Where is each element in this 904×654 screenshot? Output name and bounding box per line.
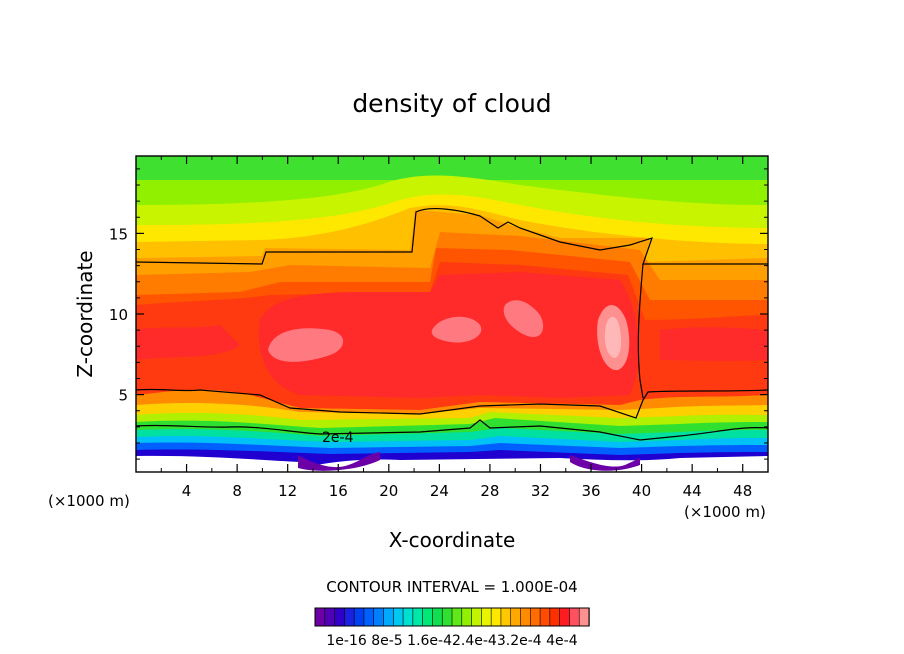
colorbar-swatch <box>481 607 492 627</box>
colorbar-swatch <box>500 607 512 627</box>
x-tick-label: 8 <box>232 482 242 500</box>
colorbar-swatch <box>578 607 590 627</box>
y-tick-label: 10 <box>109 306 128 324</box>
y-tick-label: 15 <box>109 225 128 243</box>
colorbar-swatch <box>510 607 522 627</box>
colorbar <box>314 607 590 627</box>
x-tick-label: 28 <box>480 482 499 500</box>
colorbar-swatch <box>559 607 571 627</box>
colorbar-swatch <box>353 607 365 627</box>
x-tick-label: 4 <box>182 482 192 500</box>
colorbar-swatch <box>451 607 463 627</box>
colorbar-swatch <box>441 607 453 627</box>
colorbar-swatch <box>383 607 394 627</box>
colorbar-swatch <box>539 607 551 627</box>
colorbar-swatch <box>549 607 561 627</box>
x-tick-label: 24 <box>430 482 449 500</box>
colorbar-swatch <box>402 607 414 627</box>
pink-maximum-3 <box>503 300 544 338</box>
colorbar-swatch <box>461 607 473 627</box>
colorbar-swatch <box>314 607 326 627</box>
contour-interval-text: CONTOUR INTERVAL = 1.000E-04 <box>326 578 577 596</box>
x-axis-ticks: 4 8 12 16 20 24 28 32 36 40 44 48 <box>160 156 752 500</box>
x-unit-label-right: (×1000 m) <box>684 503 766 521</box>
x-tick-label: 36 <box>581 482 600 500</box>
x-tick-label: 48 <box>733 482 752 500</box>
contour-line-label: 2e-4 <box>322 430 354 446</box>
colorbar-swatch <box>432 607 443 627</box>
contour-line-2e-4 <box>136 419 768 441</box>
purple-patch-2 <box>570 455 640 471</box>
colorbar-frame <box>314 607 590 627</box>
x-unit-label-left: (×1000 m) <box>48 492 130 510</box>
purple-patch-1 <box>298 452 380 471</box>
band-lower-red-right <box>660 327 768 361</box>
density-field <box>136 156 768 472</box>
band-low-purple <box>136 455 300 472</box>
x-axis-label: X-coordinate <box>389 528 516 552</box>
colorbar-swatch <box>529 607 541 627</box>
contour-line-right-edge <box>637 263 644 399</box>
x-tick-label: 40 <box>632 482 651 500</box>
colorbar-swatch <box>520 607 531 627</box>
x-tick-label: 16 <box>329 482 348 500</box>
pink-core-4 <box>604 316 622 358</box>
colorbar-swatch <box>344 607 355 627</box>
contour-line-upper <box>136 207 768 265</box>
colorbar-swatch <box>569 607 580 627</box>
band-lower-red <box>136 325 240 360</box>
colorbar-swatch <box>422 607 434 627</box>
pink-maximum-2 <box>431 316 482 343</box>
x-tick-label: 32 <box>531 482 550 500</box>
colorbar-swatch <box>392 607 404 627</box>
y-axis-label: Z-coordinate <box>73 250 97 377</box>
colorbar-swatch <box>490 607 502 627</box>
y-axis-ticks: 5 10 15 <box>109 168 768 460</box>
colorbar-swatch <box>324 607 336 627</box>
colorbar-swatch <box>334 607 346 627</box>
colorbar-swatch <box>471 607 483 627</box>
chart-title: density of cloud <box>352 89 551 118</box>
colorbar-swatch <box>373 607 385 627</box>
y-tick-label: 5 <box>118 387 128 405</box>
x-tick-label: 44 <box>683 482 702 500</box>
band-low-white <box>300 456 768 472</box>
pink-maximum-1 <box>268 328 344 362</box>
contour-line-lower <box>136 388 768 419</box>
colorbar-swatch <box>412 607 424 627</box>
colorbar-tick-labels: 1e-16 8e-5 1.6e-42.4e-43.2e-4 4e-4 <box>326 633 577 649</box>
x-tick-label: 12 <box>278 482 297 500</box>
colorbar-swatch <box>363 607 375 627</box>
x-tick-label: 20 <box>379 482 398 500</box>
